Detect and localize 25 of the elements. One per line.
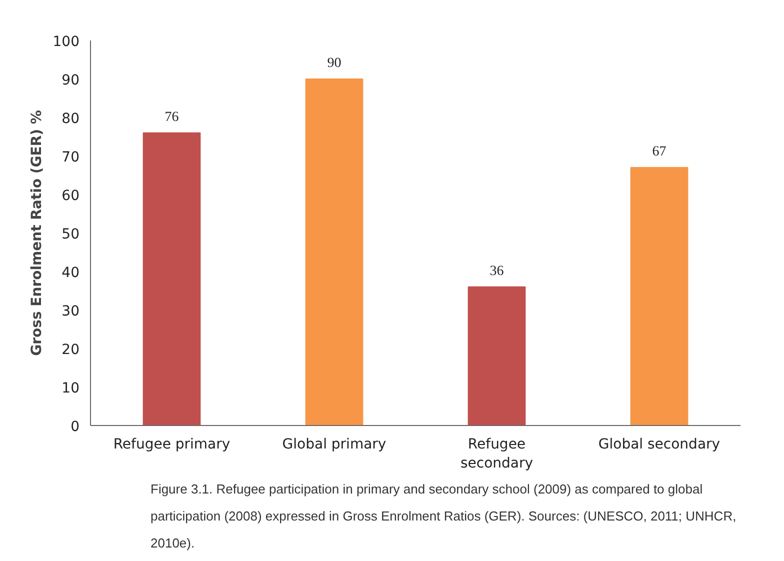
y-tick-label: 70: [62, 150, 80, 166]
x-tick-label: Refugee secondary: [460, 436, 534, 472]
y-tick-label: 10: [62, 380, 80, 396]
y-tick-label: 80: [62, 111, 80, 127]
y-tick-label: 100: [52, 34, 80, 50]
caption: Figure 3.1. Refugee participation in primary and secondary school (2009) as compared to global participation (2008) expressed in Gross Enrolment Ratios (GER). Sources: (UNESCO, 2011; UNHCR, 2010e).: [150, 482, 736, 550]
y-tick-label: 50: [62, 226, 80, 242]
y-axis-title: Gross Enrolment Ratio (GER) %: [28, 110, 45, 356]
y-tick-label: 0: [70, 419, 80, 435]
bar: [468, 286, 526, 426]
y-tick-label: 40: [62, 265, 80, 281]
data-label: 90: [327, 56, 342, 71]
y-tick-label: 30: [62, 304, 80, 320]
x-tick-label: Global secondary: [598, 436, 720, 452]
data-label: 76: [164, 110, 179, 125]
y-tick-label: 90: [62, 72, 80, 88]
bar: [630, 167, 688, 426]
bar: [142, 132, 201, 426]
y-tick-label: 60: [62, 188, 80, 204]
y-tick-label: 20: [62, 342, 80, 358]
data-label: 36: [490, 264, 504, 279]
data-label: 67: [652, 144, 666, 160]
x-tick-label: Refugee primary: [113, 436, 230, 452]
bar: [305, 78, 364, 426]
x-tick-label: Global primary: [282, 436, 386, 452]
